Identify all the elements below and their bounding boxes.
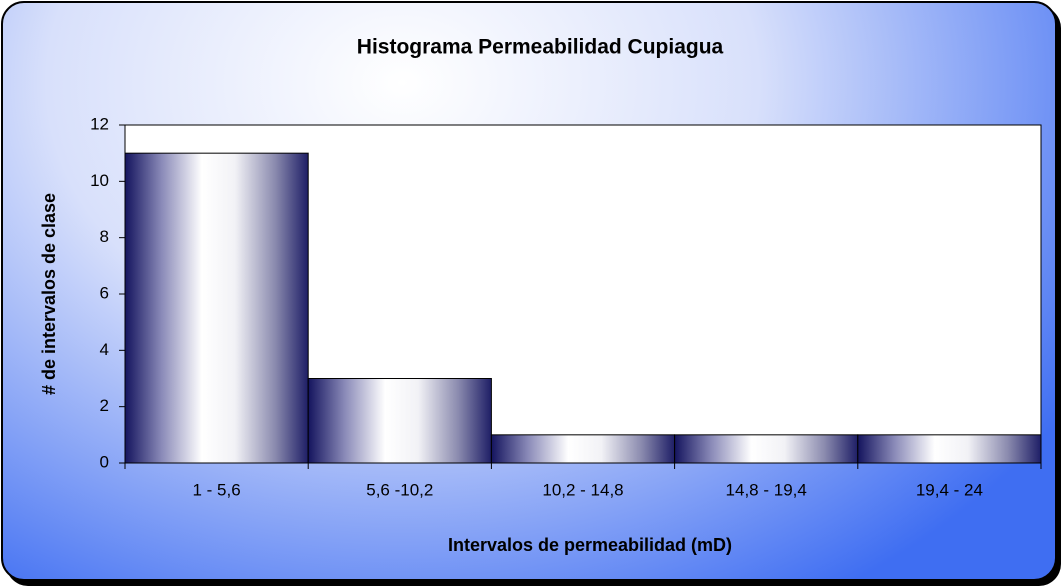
x-axis-label: Intervalos de permeabilidad (mD) — [448, 535, 732, 555]
y-axis-label: # de intervalos de clase — [39, 193, 59, 395]
y-tick-label: 8 — [100, 227, 109, 246]
y-tick-label: 0 — [100, 452, 109, 471]
y-tick-label: 12 — [90, 114, 109, 133]
bar — [857, 434, 1042, 464]
bar — [490, 434, 676, 464]
chart-title: Histograma Permeabilidad Cupiagua — [357, 36, 724, 59]
bar — [307, 378, 492, 464]
x-tick-label: 1 - 5,6 — [192, 480, 240, 499]
bar — [674, 434, 859, 464]
x-tick-label: 19,4 - 24 — [916, 480, 983, 499]
x-tick-label: 10,2 - 14,8 — [542, 480, 623, 499]
x-tick-label: 14,8 - 19,4 — [726, 480, 807, 499]
y-tick-label: 6 — [100, 283, 109, 302]
bar — [124, 152, 309, 464]
y-tick-label: 10 — [90, 171, 109, 190]
y-tick-label: 2 — [100, 396, 109, 415]
y-tick-label: 4 — [100, 340, 109, 359]
x-tick-label: 5,6 -10,2 — [366, 480, 433, 499]
